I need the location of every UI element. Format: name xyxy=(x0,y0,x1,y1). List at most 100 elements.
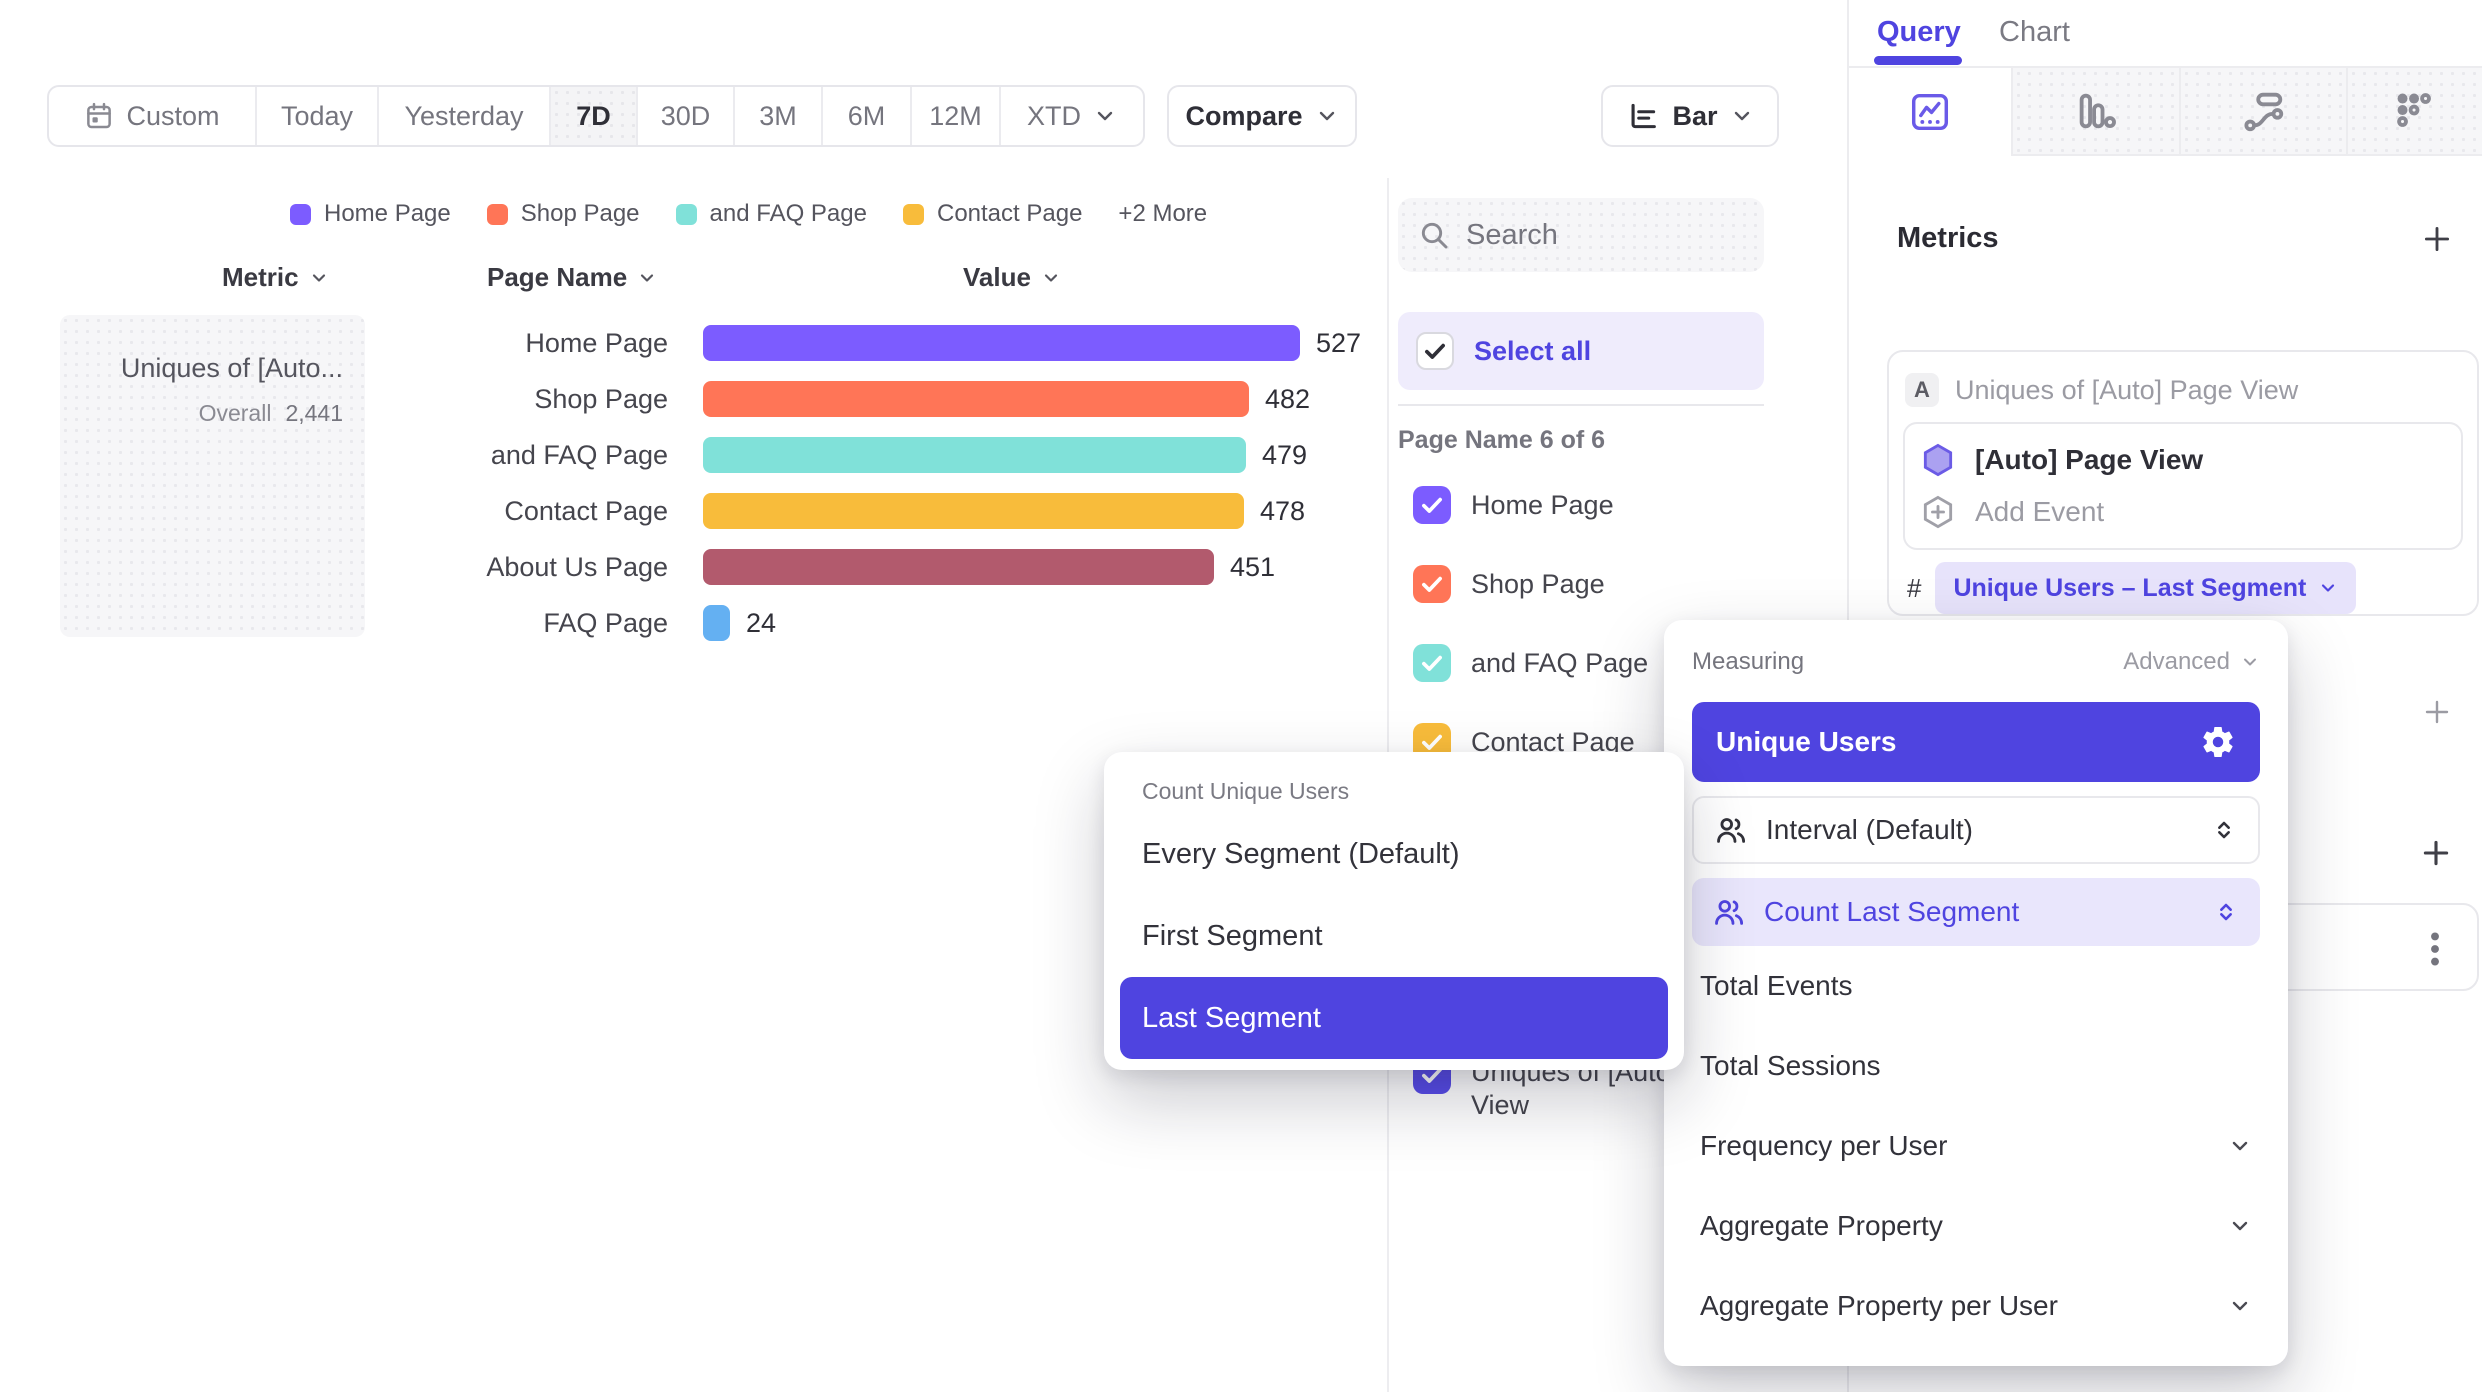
filter-checkbox[interactable] xyxy=(1413,644,1451,682)
filter-checkbox[interactable] xyxy=(1413,486,1451,524)
add-filter-button[interactable] xyxy=(2421,696,2453,728)
filter-checkbox[interactable] xyxy=(1413,565,1451,603)
measure-option-count-last-segment[interactable]: Count Last Segment xyxy=(1692,878,2260,946)
column-header-metric[interactable]: Metric xyxy=(222,262,329,293)
measuring-dropdown: Measuring Advanced Unique Users Interval… xyxy=(1664,620,2288,1366)
chevron-down-icon xyxy=(641,273,654,282)
check-icon xyxy=(1422,734,1442,750)
date-range-6m[interactable]: 6M xyxy=(823,87,912,145)
chart-rows: Home Page 527 Shop Page 482 and FAQ Page 479 C… xyxy=(0,315,1386,655)
legend-item[interactable]: and FAQ Page xyxy=(675,200,867,228)
date-range-12m[interactable]: 12M xyxy=(912,87,1001,145)
plus-icon xyxy=(2423,840,2449,866)
filter-group-label: Page Name 6 of 6 xyxy=(1398,426,1606,454)
chart-type-button[interactable]: Bar xyxy=(1601,85,1779,147)
column-header-page-name[interactable]: Page Name xyxy=(487,262,657,293)
add-breakdown-button[interactable] xyxy=(2419,836,2453,870)
date-range-today[interactable]: Today xyxy=(257,87,379,145)
date-range-3m[interactable]: 3M xyxy=(735,87,823,145)
count-dropdown-options: Every Segment (Default) First Segment Last… xyxy=(1120,813,1668,1059)
select-all[interactable]: Select all xyxy=(1398,312,1764,390)
date-range-xtd[interactable]: XTD xyxy=(1001,87,1143,145)
metric-cell-overall: Overall 2,441 xyxy=(198,400,343,426)
event-row[interactable]: [Auto] Page View xyxy=(1919,434,2447,486)
filter-divider xyxy=(1398,404,1764,406)
horizontal-bar-chart-icon xyxy=(1632,103,1657,129)
tab-query[interactable]: Query xyxy=(1877,16,1961,48)
measuring-title: Measuring xyxy=(1692,648,1805,675)
search-input[interactable] xyxy=(1466,218,1716,252)
metric-summary-label: Uniques of [Auto] Page View xyxy=(1955,374,2299,405)
row-value: 24 xyxy=(746,608,777,638)
measure-option-frequency-per-user[interactable]: Frequency per User xyxy=(1692,1106,2260,1186)
measure-option-interval[interactable]: Interval (Default) xyxy=(1692,796,2260,864)
measuring-options-host: Total Events Total Sessions Frequency per … xyxy=(1692,946,2260,1346)
filter-item[interactable]: Home Page xyxy=(1413,486,1614,524)
row-category-label: Contact Page xyxy=(504,496,668,526)
report-flows-button[interactable] xyxy=(2181,68,2348,156)
select-all-checkbox[interactable] xyxy=(1416,332,1454,370)
search-icon xyxy=(1421,222,1448,249)
more-options-icon[interactable] xyxy=(2415,927,2455,971)
filter-item[interactable]: Shop Page xyxy=(1413,565,1605,603)
measure-pill[interactable]: Unique Users – Last Segment xyxy=(1935,562,2357,614)
report-retention-button[interactable] xyxy=(2348,68,2482,156)
filter-item[interactable]: and FAQ Page xyxy=(1413,644,1648,682)
legend-more[interactable]: +2 More xyxy=(1118,200,1208,227)
check-icon xyxy=(1425,343,1445,359)
bar[interactable] xyxy=(703,493,1244,529)
filter-label: Contact Page xyxy=(1471,726,1635,757)
legend: Home Page Shop Page and FAQ Page Contact Pa… xyxy=(290,200,1207,228)
metric-cell[interactable]: Uniques of [Auto... Overall 2,441 xyxy=(60,315,365,637)
measure-option-total-events[interactable]: Total Events xyxy=(1700,970,1853,1001)
report-funnels-button[interactable] xyxy=(2013,68,2181,156)
add-metric-button[interactable] xyxy=(2420,222,2454,256)
legend-swatch xyxy=(290,203,311,225)
chevron-down-icon xyxy=(1319,111,1334,121)
row-category-label: and FAQ Page xyxy=(490,440,668,470)
calendar-icon xyxy=(84,101,114,131)
plus-icon xyxy=(2424,226,2450,252)
legend-item[interactable]: Shop Page xyxy=(486,200,640,228)
row-category-label: Shop Page xyxy=(534,384,668,414)
add-event-button[interactable]: Add Event xyxy=(1919,486,2447,538)
legend-item[interactable]: Home Page xyxy=(290,200,451,228)
compare-button[interactable]: Compare xyxy=(1167,85,1357,147)
row-value: 451 xyxy=(1230,552,1276,582)
bar[interactable] xyxy=(703,437,1246,473)
date-range-yesterday[interactable]: Yesterday xyxy=(379,87,551,145)
table-row: and FAQ Page 479 xyxy=(0,427,1386,483)
bar[interactable] xyxy=(703,605,730,641)
measure-option-unique-users[interactable]: Unique Users xyxy=(1692,702,2260,782)
legend-item[interactable]: Contact Page xyxy=(902,200,1082,228)
stepper-icon xyxy=(2220,903,2232,921)
segment-option-every-segment-default-[interactable]: Every Segment (Default) xyxy=(1142,837,1460,870)
chevron-down-icon xyxy=(2244,658,2256,666)
search-box[interactable] xyxy=(1398,198,1764,272)
measure-option-total-sessions[interactable]: Total Sessions xyxy=(1700,1050,1881,1081)
tab-chart[interactable]: Chart xyxy=(1999,16,2070,48)
bar[interactable] xyxy=(703,325,1300,361)
measure-option-aggregate-property[interactable]: Aggregate Property xyxy=(1692,1186,2260,1266)
row-category-label: About Us Page xyxy=(486,552,668,582)
bar[interactable] xyxy=(703,549,1214,585)
chevron-down-icon xyxy=(1097,111,1113,121)
column-header-value[interactable]: Value xyxy=(963,262,1061,293)
report-insights-button[interactable] xyxy=(1849,68,2013,156)
segment-option-last-segment[interactable]: Last Segment xyxy=(1120,977,1668,1059)
date-range-30d[interactable]: 30D xyxy=(638,87,735,145)
advanced-toggle[interactable]: Advanced xyxy=(2123,648,2260,676)
chevron-down-icon xyxy=(2232,1221,2248,1231)
chevron-down-icon xyxy=(1044,273,1058,282)
dots-funnel-icon xyxy=(2397,93,2431,127)
segment-option-first-segment[interactable]: First Segment xyxy=(1142,919,1323,952)
legend-label: Home Page xyxy=(324,200,451,227)
flows-icon xyxy=(2243,92,2283,132)
date-range-custom[interactable]: Custom xyxy=(49,87,257,145)
chevron-down-icon xyxy=(1734,111,1749,121)
bar[interactable] xyxy=(703,381,1249,417)
measure-option-aggregate-property-per-user[interactable]: Aggregate Property per User xyxy=(1692,1266,2260,1346)
metric-row[interactable]: A Uniques of [Auto] Page View xyxy=(1905,368,2463,412)
report-type-switcher xyxy=(1849,68,2482,156)
date-range-7d[interactable]: 7D xyxy=(551,87,638,145)
